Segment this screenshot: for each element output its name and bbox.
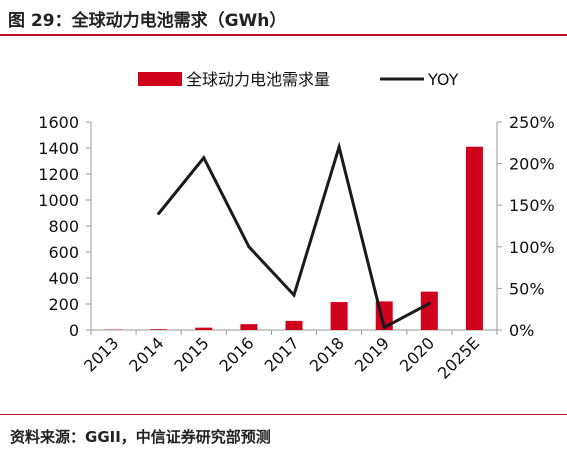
demand-bar [285,320,303,330]
y-right-tick-label: 250% [509,113,555,132]
y-right-tick-label: 100% [509,238,555,257]
y-left-tick-label: 600 [48,243,79,262]
yoy-point [292,293,296,297]
x-tick-label: 2019 [351,333,393,375]
y-right-tick-label: 0% [509,321,534,340]
demand-bar [465,146,483,330]
title-divider [0,34,567,36]
footer-divider [0,414,567,415]
y-left-tick-label: 1200 [38,165,79,184]
x-tick-label: 2020 [396,333,438,375]
x-tick-label: 2025E [434,333,483,382]
y-right-tick-label: 50% [509,279,545,298]
y-left-tick-label: 1600 [38,113,79,132]
x-tick-label: 2018 [306,333,348,375]
source-note: 资料来源：GGII，中信证券研究部预测 [10,428,271,446]
x-tick-label: 2017 [261,333,303,375]
demand-bar [150,329,168,330]
legend-bar-swatch [138,72,182,86]
yoy-point [247,245,251,249]
x-tick-label: 2015 [170,333,212,375]
demand-bar [330,302,348,330]
y-left-tick-label: 0 [69,321,79,340]
yoy-point [337,145,341,149]
y-left-tick-label: 200 [48,295,79,314]
legend-bar-label: 全球动力电池需求量 [186,70,330,89]
legend: 全球动力电池需求量 YOY [138,70,459,89]
x-tick-label: 2014 [125,333,167,375]
demand-bar [240,324,258,330]
demand-chart: 全球动力电池需求量 YOY 0 200 400 600 800 1000 1200 1400 1… [38,70,555,383]
x-tick-label: 2013 [80,333,122,375]
y-left-tick-label: 400 [48,269,79,288]
yoy-point [382,326,386,330]
yoy-point [157,212,161,216]
x-tick-label: 2016 [215,333,257,375]
y-right-tick-label: 150% [509,196,555,215]
demand-bar [195,327,213,330]
y-left-tick-label: 1000 [38,191,79,210]
y-left-tick-label: 1400 [38,139,79,158]
y-left-tick-label: 800 [48,217,79,236]
legend-line-label: YOY [427,70,459,89]
y-right-tick-label: 200% [509,155,555,174]
yoy-point [427,301,431,305]
yoy-line [157,141,431,330]
yoy-point [202,156,206,160]
demand-bar [420,291,438,330]
chart-title: 图 29：全球动力电池需求（GWh） [8,11,287,31]
